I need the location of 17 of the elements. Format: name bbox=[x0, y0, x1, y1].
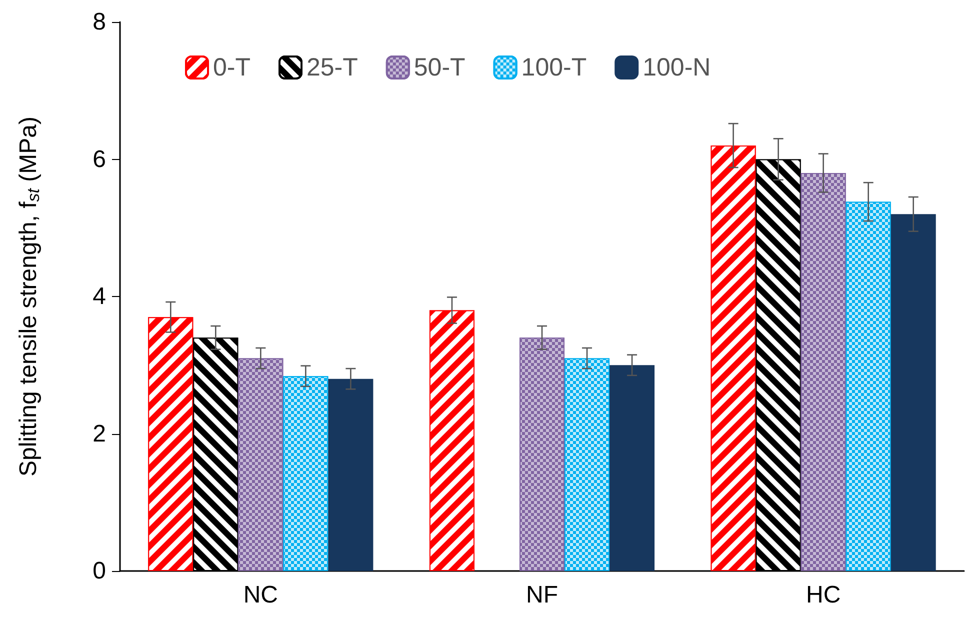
bar bbox=[610, 365, 655, 571]
y-tick-label: 8 bbox=[92, 8, 106, 36]
legend-label: 25-T bbox=[306, 54, 358, 82]
x-tick-label: NF bbox=[526, 582, 558, 608]
y-tick-label: 4 bbox=[92, 283, 106, 310]
x-tick-label: NC bbox=[243, 582, 278, 608]
y-tick-label: 6 bbox=[92, 146, 106, 173]
y-tick-label: 0 bbox=[92, 558, 106, 584]
legend-label: 100-N bbox=[642, 54, 711, 82]
bar bbox=[890, 214, 936, 571]
x-tick-label: HC bbox=[806, 582, 841, 608]
y-tick-label: 2 bbox=[92, 420, 106, 448]
legend-label: 100-T bbox=[521, 54, 587, 82]
bar bbox=[328, 378, 374, 571]
y-axis-title: Splitting tensile strength, fst (MPa) bbox=[15, 116, 43, 477]
legend-label: 0-T bbox=[213, 54, 250, 82]
legend-label: 50-T bbox=[414, 54, 466, 82]
